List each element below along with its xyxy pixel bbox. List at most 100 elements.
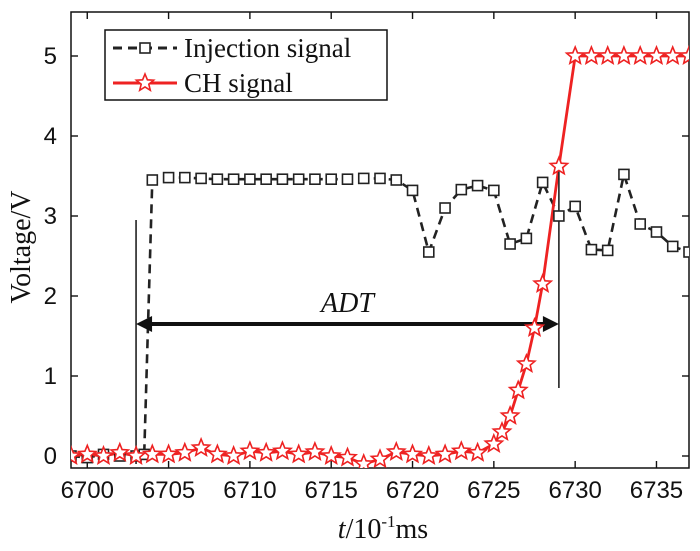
ch-point (434, 443, 456, 464)
ch-point (418, 444, 440, 466)
injection-point (357, 172, 370, 185)
y-tick-label: 1 (44, 363, 57, 390)
injection-point (488, 184, 500, 197)
y-tick-label: 2 (44, 283, 57, 310)
ch-point (483, 432, 505, 454)
y-tick-label: 4 (44, 123, 57, 150)
x-axis-title-var: t (338, 514, 347, 545)
injection-point (244, 173, 256, 185)
y-tick-label: 0 (44, 443, 57, 470)
ch-point (353, 452, 375, 468)
x-tick-label: 6735 (630, 477, 683, 504)
ch-point (76, 443, 98, 464)
injection-point (455, 183, 468, 196)
injection-point (276, 173, 289, 185)
ch-point (109, 441, 131, 462)
injection-point (650, 226, 663, 238)
injection-point (439, 202, 451, 214)
ch-point (466, 441, 489, 462)
injection-point (390, 174, 403, 186)
ch-point (174, 441, 196, 462)
ch-point (507, 379, 529, 400)
x-axis-title-scale: /10 (346, 514, 382, 545)
series-line-ch (71, 54, 689, 466)
ch-point (401, 443, 424, 464)
injection-point (601, 244, 614, 257)
ch-point (662, 44, 684, 66)
legend-ch-label: CH signal (184, 68, 293, 98)
x-tick-label: 6720 (386, 477, 439, 504)
y-tick-label: 3 (44, 203, 57, 230)
x-tick-label: 6705 (142, 477, 195, 504)
ch-point (491, 420, 513, 442)
x-tick-label: 6725 (467, 477, 520, 504)
ch-point (304, 440, 326, 462)
injection-point (585, 243, 598, 256)
ch-point (71, 444, 82, 466)
injection-point (195, 172, 207, 185)
ch-point (564, 44, 586, 66)
ch-point (645, 44, 668, 66)
ch-point (548, 155, 570, 176)
ch-point (523, 316, 546, 338)
ch-point (320, 444, 342, 466)
ch-point (678, 44, 689, 66)
adt-arrow-head-right (542, 316, 559, 332)
injection-point (341, 173, 354, 185)
ch-point (206, 443, 228, 464)
ch-point (255, 441, 277, 462)
injection-point (553, 210, 565, 222)
ch-point (157, 443, 180, 464)
series-line-injection (71, 173, 689, 459)
x-tick-label: 6715 (305, 477, 358, 504)
injection-point (569, 200, 581, 213)
injection-point (618, 168, 630, 181)
x-axis-title: t/10-1ms (338, 512, 428, 545)
x-axis-title-unit: ms (396, 514, 429, 545)
adt-arrow-head-left (136, 316, 153, 332)
injection-point (146, 174, 159, 186)
legend-injection-marker (139, 42, 151, 54)
injection-point (309, 173, 321, 185)
injection-point (179, 171, 191, 184)
ch-point (629, 44, 651, 66)
ch-point (190, 436, 212, 458)
injection-point (162, 171, 175, 184)
injection-point (536, 176, 549, 189)
ch-point (125, 444, 147, 466)
ch-point (336, 446, 359, 467)
plot-frame (70, 11, 690, 469)
injection-point (666, 240, 679, 253)
ch-point (532, 272, 554, 294)
injection-point (634, 218, 647, 230)
adt-label: ADT (319, 288, 376, 319)
ch-point (385, 440, 407, 462)
ch-point (369, 448, 391, 468)
injection-point (260, 173, 272, 185)
ch-point (92, 444, 115, 466)
y-axis-title: Voltage/V (6, 190, 37, 303)
ch-point (597, 44, 619, 66)
ch-point (288, 443, 310, 464)
ch-point (499, 404, 521, 426)
injection-point (211, 173, 224, 185)
ch-point (239, 440, 261, 461)
ch-point (515, 352, 537, 374)
legend-injection-label: Injection signal (184, 33, 351, 63)
legend-ch-marker (134, 71, 156, 93)
injection-point (374, 172, 386, 185)
legend-box (104, 29, 388, 101)
ch-point (450, 440, 472, 461)
x-tick-label: 6710 (223, 477, 276, 504)
injection-point (292, 173, 305, 185)
injection-point (504, 238, 516, 250)
x-axis-title-exponent: -1 (381, 512, 395, 531)
x-tick-label: 6730 (548, 477, 601, 504)
ch-point (580, 44, 603, 66)
injection-point (422, 246, 435, 258)
ch-point (613, 44, 635, 66)
injection-point (325, 173, 338, 185)
x-tick-label: 6700 (61, 477, 114, 504)
ch-point (223, 444, 245, 466)
